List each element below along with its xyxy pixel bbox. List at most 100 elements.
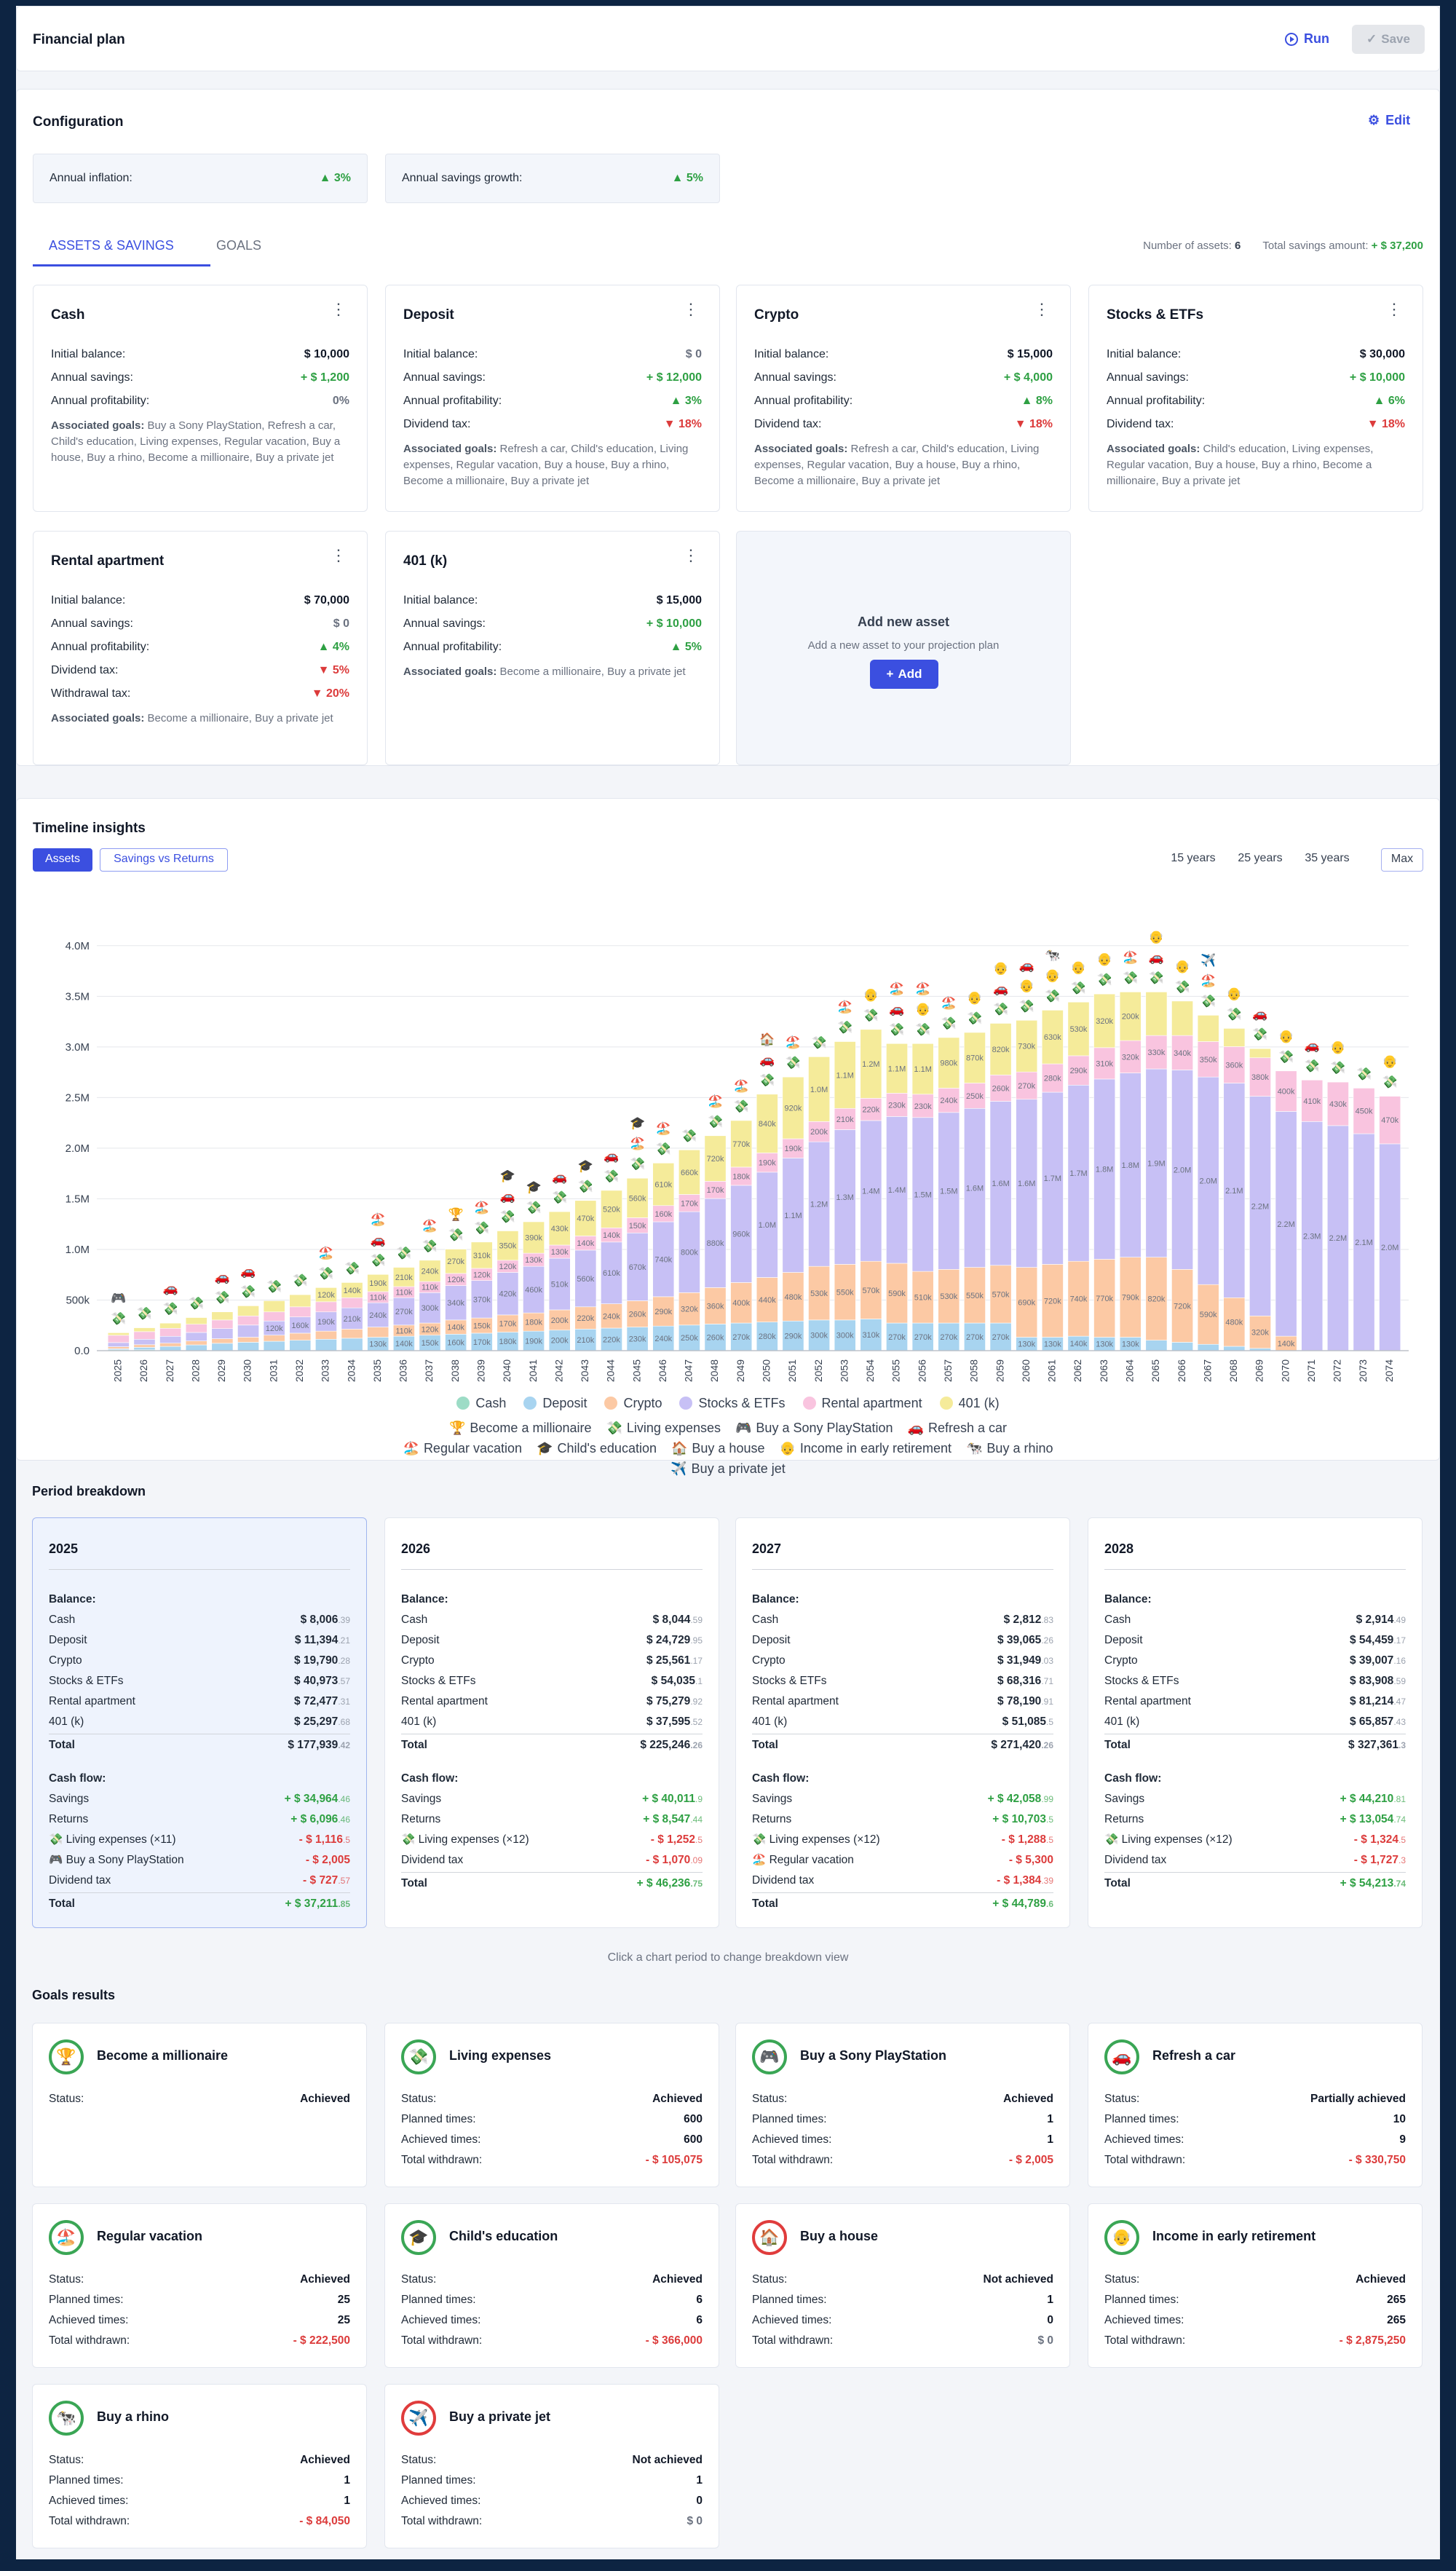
goal-card[interactable]: 🎓 Child's education Status: Achieved Plann… [384,2203,719,2368]
goal-row: Status: Achieved [49,2450,350,2471]
balance-amount: $ 8,006 [300,1614,339,1626]
balance-row: 401 (k) $ 25,297.68 [49,1712,350,1732]
bar-segment [211,1311,234,1321]
tab-assets-savings[interactable]: ASSETS & SAVINGS [49,238,174,253]
balance-row-label: Crypto [49,1654,82,1667]
goal-marker-icon: 👴 [1278,1030,1294,1043]
add-asset-button[interactable]: + Add [870,660,938,689]
edit-label: Edit [1385,113,1411,127]
goal-legend-item[interactable]: ✈️ Buy a private jet [670,1458,786,1479]
goal-legend-item[interactable]: 🏠 Buy a house [671,1438,765,1458]
asset-card[interactable]: Rental apartment ⋮ Initial balance: $ 70… [33,531,368,765]
bar-segment [860,1029,882,1099]
bar-segment [445,1285,467,1321]
cashflow-amount: - $ 2,005 [305,1854,350,1866]
goal-legend-item[interactable]: 🏆 Become a millionaire [449,1418,592,1438]
add-asset-subtitle: Add a new asset to your projection plan [807,639,1000,652]
save-button[interactable]: ✓ Save [1352,25,1425,54]
bar-segment [1171,1000,1193,1036]
mode-assets-button[interactable]: Assets [33,848,92,872]
assets-chart[interactable]: 0.0 500k 1.0M 1.5M 2.0M 2.5M 3.0M 3.5M 4.0M 💸 🎮 202… [17,886,1440,1425]
bar-segment [1067,1260,1090,1337]
goal-card[interactable]: 👴 Income in early retirement Status: Achi… [1088,2203,1423,2368]
bar-segment [601,1327,622,1351]
range-25-years[interactable]: 25 years [1238,852,1283,864]
goal-legend-item[interactable]: 🎮 Buy a Sony PlayStation [735,1418,893,1438]
goal-card[interactable]: 🏖️ Regular vacation Status: Achieved Plann… [32,2203,367,2368]
cashflow-amount: + $ 6,096 [290,1813,339,1825]
bar-data-label: 140k [1070,1340,1088,1348]
bar-segment [989,1101,1012,1266]
range-15-years[interactable]: 15 years [1171,852,1216,864]
goal-marker-icon: 🏖️ [915,981,930,995]
asset-card[interactable]: Cash ⋮ Initial balance: $ 10,000 Annual … [33,285,368,512]
goal-card[interactable]: 🏠 Buy a house Status: Not achieved Planned… [735,2203,1070,2368]
cashflow-row-label: 💸 Living expenses (×12) [1104,1833,1233,1846]
range-max[interactable]: Max [1381,848,1423,872]
bar-data-label: 390k [525,1234,542,1243]
period-card[interactable]: 2025 Balance: Cash $ 8,006.39 Deposit $ 11,3… [32,1517,367,1928]
goal-legend-item[interactable]: 🚗 Refresh a car [908,1418,1007,1438]
x-tick-label: 2048 [708,1359,720,1382]
bar-data-label: 1.5M [940,1188,957,1196]
goal-row-label: Planned times: [752,2113,827,2125]
goal-legend-item[interactable]: 🏖️ Regular vacation [403,1438,523,1458]
mode-savings-returns-button[interactable]: Savings vs Returns [100,848,228,872]
goal-legend-item[interactable]: 🐄 Buy a rhino [966,1438,1053,1458]
run-button[interactable]: Run [1285,31,1329,47]
legend-item[interactable]: Crypto [604,1396,662,1411]
goal-legend-item[interactable]: 💸 Living expenses [606,1418,721,1438]
goal-card[interactable]: 🚗 Refresh a car Status: Partially achieve… [1088,2023,1423,2187]
goal-card[interactable]: ✈️ Buy a private jet Status: Not achieved… [384,2384,719,2548]
legend-item[interactable]: Deposit [523,1396,587,1411]
goal-card[interactable]: 🎮 Buy a Sony PlayStation Status: Achieved… [735,2023,1070,2187]
goal-legend-item[interactable]: 👴 Income in early retirement [779,1438,951,1458]
bar-data-label: 570k [862,1287,879,1295]
goal-marker-icon: 💸 [266,1279,282,1293]
goal-card[interactable]: 🐄 Buy a rhino Status: Achieved Planned tim… [32,2384,367,2548]
more-options-icon[interactable]: ⋮ [331,546,347,564]
x-tick-label: 2045 [630,1359,642,1382]
bar-data-label: 120k [447,1276,464,1284]
bar-data-label: 120k [266,1324,283,1333]
bar-data-label: 1.3M [836,1193,854,1202]
tab-goals[interactable]: GOALS [216,238,262,253]
legend-item[interactable]: Stocks & ETFs [679,1396,786,1411]
asset-row-label: Initial balance: [754,348,829,360]
add-asset-title: Add new asset [857,615,950,629]
bar-data-label: 270k [395,1308,413,1316]
more-options-icon[interactable]: ⋮ [1034,300,1050,318]
legend-item[interactable]: Rental apartment [802,1396,922,1411]
associated-goals-text: Become a millionaire, Buy a private jet [147,712,333,724]
legend-item[interactable]: Cash [456,1396,506,1411]
bar-data-label: 770k [1096,1295,1113,1303]
more-options-icon[interactable]: ⋮ [683,546,699,564]
goal-marker-icon: 💸 [1149,971,1164,984]
bar-segment [1119,1257,1142,1338]
bar-data-label: 430k [551,1225,569,1233]
asset-card[interactable]: Stocks & ETFs ⋮ Initial balance: $ 30,00… [1088,285,1423,512]
more-options-icon[interactable]: ⋮ [683,300,699,318]
asset-card[interactable]: Crypto ⋮ Initial balance: $ 15,000 Annua… [736,285,1071,512]
bar-segment [1145,1035,1168,1070]
edit-button[interactable]: ⚙ Edit [1368,113,1410,128]
period-card[interactable]: 2027 Balance: Cash $ 2,812.83 Deposit $ 39,0… [735,1517,1070,1928]
more-options-icon[interactable]: ⋮ [331,300,347,318]
goal-legend-item[interactable]: 🎓 Child's education [537,1438,657,1458]
period-card[interactable]: 2028 Balance: Cash $ 2,914.49 Deposit $ 54,4… [1088,1517,1423,1928]
bar-segment [263,1335,285,1342]
bar-data-label: 140k [577,1239,594,1248]
balance-row-value: $ 54,035.1 [652,1671,703,1691]
range-35-years[interactable]: 35 years [1305,852,1350,864]
goal-card[interactable]: 💸 Living expenses Status: Achieved Planned… [384,2023,719,2187]
asset-row-value: $ 10,000 [304,348,349,360]
legend-item[interactable]: 401 (k) [939,1396,1000,1411]
goal-card[interactable]: 🏆 Become a millionaire Status: Achieved [32,2023,367,2187]
asset-card[interactable]: Deposit ⋮ Initial balance: $ 0 Annual sa… [385,285,720,512]
asset-card[interactable]: 401 (k) ⋮ Initial balance: $ 15,000 Annu… [385,531,720,765]
more-options-icon[interactable]: ⋮ [1386,300,1402,318]
period-card[interactable]: 2026 Balance: Cash $ 8,044.59 Deposit $ 24,7… [384,1517,719,1928]
add-asset-card[interactable]: Add new asset Add a new asset to your pr… [736,531,1071,765]
goal-marker-icon: 💸 [396,1247,411,1260]
bar-data-label: 630k [1044,1033,1061,1042]
